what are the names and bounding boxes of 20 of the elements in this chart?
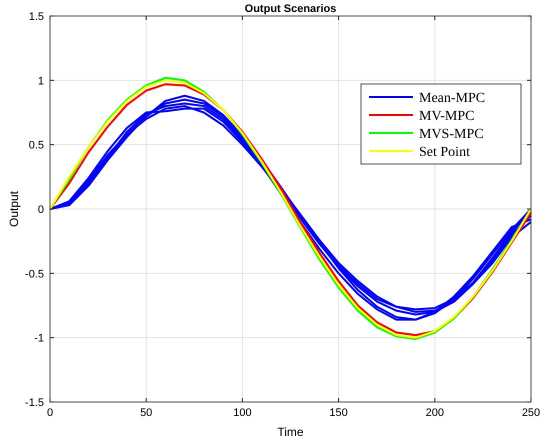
y-tick-label: 1	[38, 75, 44, 88]
x-tick-label: 50	[140, 407, 152, 419]
legend-label: MVS-MPC	[419, 127, 484, 142]
x-tick-label: 200	[426, 407, 444, 419]
legend-label: Mean-MPC	[419, 91, 486, 106]
x-tick-label: 0	[46, 407, 54, 419]
x-tick-label: 100	[233, 407, 252, 419]
x-tick-label: 250	[522, 407, 540, 419]
x-tick-label: 150	[329, 407, 348, 419]
y-tick-label: -1.5	[25, 397, 44, 409]
x-axis-title: Time	[277, 425, 304, 439]
y-tick-label: 0.5	[28, 140, 44, 152]
chart-title: Output Scenarios	[244, 3, 336, 15]
legend-label: MV-MPC	[419, 109, 475, 124]
y-axis-title: Output	[7, 190, 21, 228]
y-tick-label: 1.5	[28, 11, 44, 23]
y-tick-label: -0.5	[25, 268, 44, 280]
y-tick-label: -1	[34, 332, 44, 345]
legend-label: Set Point	[419, 145, 470, 160]
y-tick-label: 0	[38, 204, 44, 216]
